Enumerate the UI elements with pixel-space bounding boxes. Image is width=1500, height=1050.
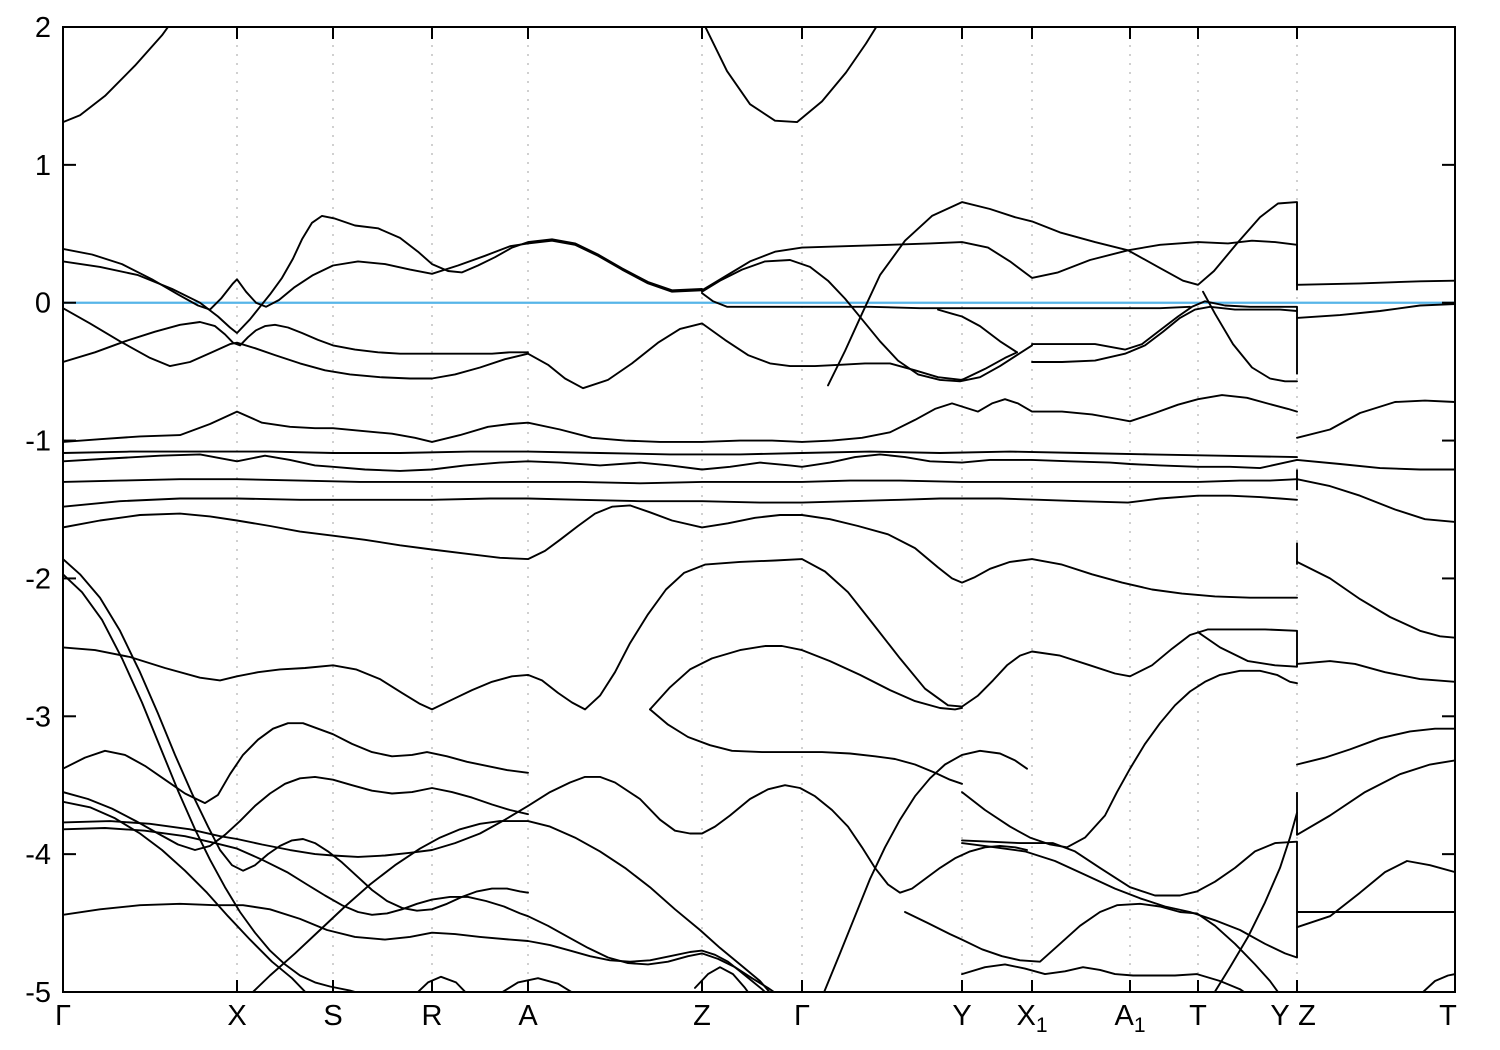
band-line xyxy=(701,292,1191,310)
k-point-label: A xyxy=(518,1000,538,1032)
band-line xyxy=(704,27,878,124)
band-line xyxy=(904,902,1280,992)
band-line xyxy=(63,902,767,992)
k-point-label: S xyxy=(323,1000,342,1032)
band-line xyxy=(649,645,963,711)
k-point-label: R xyxy=(422,1000,443,1032)
y-axis-tick-label: -3 xyxy=(25,701,51,733)
band-line xyxy=(961,963,1246,992)
band-line xyxy=(63,775,529,851)
band-line xyxy=(1031,300,1298,351)
band-line xyxy=(63,478,1298,485)
band-line xyxy=(63,494,1298,508)
k-point-label: T xyxy=(1189,1000,1207,1032)
band-line xyxy=(63,504,1298,599)
y-axis-tick-label: 0 xyxy=(35,288,51,320)
band-line xyxy=(1296,478,1455,523)
plot-border xyxy=(62,26,1456,993)
band-line xyxy=(63,558,529,912)
band-line xyxy=(937,308,1018,354)
band-line xyxy=(63,775,1028,894)
k-point-label: X xyxy=(227,1000,246,1032)
k-point-label: A1 xyxy=(1114,1000,1145,1037)
band-line xyxy=(961,669,1298,849)
k-point-label: Z xyxy=(693,1000,711,1032)
bands-group xyxy=(63,27,1455,992)
band-line xyxy=(649,708,963,785)
y-axis-tick-label: 2 xyxy=(35,12,51,44)
k-point-label: X1 xyxy=(1016,1000,1047,1037)
y-axis-tick-label: 1 xyxy=(35,150,51,182)
band-line xyxy=(1296,727,1455,766)
band-line xyxy=(63,800,307,992)
band-line xyxy=(1296,759,1455,836)
band-line xyxy=(694,966,750,992)
band-line xyxy=(1421,973,1455,992)
band-line xyxy=(1031,305,1298,363)
band-line xyxy=(63,453,1298,472)
y-axis-tick-label: -4 xyxy=(25,839,51,871)
k-point-label: Γ xyxy=(794,1000,810,1032)
y-axis-tick-label: -5 xyxy=(25,977,51,1009)
band-line xyxy=(827,201,1298,387)
band-line xyxy=(63,573,359,992)
band-line xyxy=(416,975,467,992)
band-line xyxy=(500,977,574,992)
k-point-label: Γ xyxy=(55,1000,71,1032)
band-line xyxy=(63,394,1298,443)
k-point-label: Y xyxy=(1270,1000,1289,1032)
band-line xyxy=(1296,560,1455,639)
band-line xyxy=(1202,290,1298,383)
band-line xyxy=(823,749,1028,992)
band-line xyxy=(1296,660,1455,683)
band-line xyxy=(63,214,703,334)
band-line xyxy=(1296,860,1455,929)
y-axis-tick-label: -2 xyxy=(25,563,51,595)
y-axis-tick-label: -1 xyxy=(25,426,51,458)
k-point-label: T xyxy=(1439,1000,1457,1032)
band-line xyxy=(63,307,1018,390)
k-point-label: Z xyxy=(1298,1000,1316,1032)
band-line xyxy=(1296,399,1455,439)
k-point-label: Y xyxy=(952,1000,971,1032)
band-line xyxy=(63,722,529,805)
band-line xyxy=(63,321,529,363)
band-line xyxy=(1197,631,1298,668)
band-line xyxy=(701,259,1033,383)
band-line xyxy=(63,27,170,124)
band-line xyxy=(251,820,771,992)
band-line xyxy=(961,839,1298,897)
band-line xyxy=(63,450,1298,459)
band-line xyxy=(1296,458,1455,471)
band-line xyxy=(63,558,1298,711)
band-line xyxy=(1213,811,1298,992)
band-line xyxy=(1296,279,1455,286)
band-line xyxy=(1296,303,1455,319)
band-line xyxy=(63,239,1298,311)
band-line xyxy=(961,842,1298,959)
band-line xyxy=(63,827,776,992)
